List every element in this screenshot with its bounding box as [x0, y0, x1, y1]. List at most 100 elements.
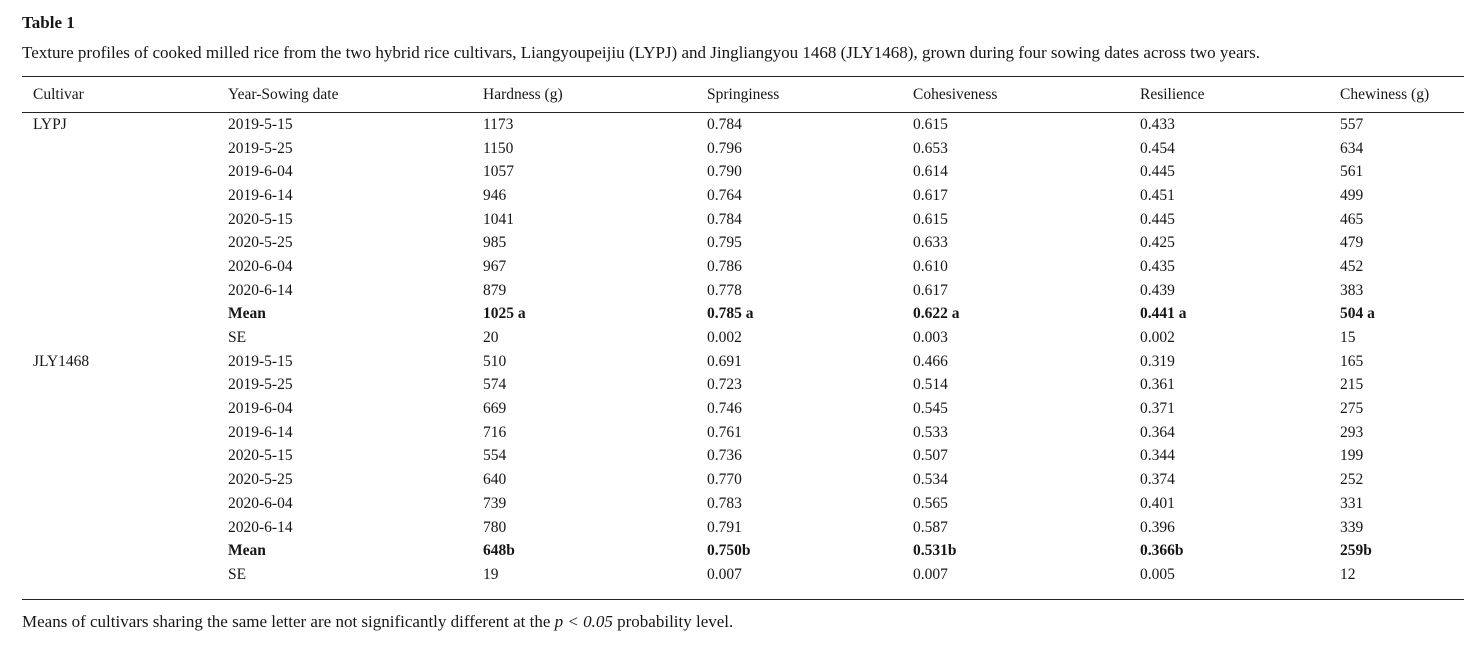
value-cell: 0.615	[913, 210, 948, 228]
value-cell: 0.531b	[913, 542, 957, 560]
sowing-date-cell: SE	[228, 565, 247, 583]
value-cell: 0.005	[1140, 565, 1175, 583]
value-cell: 0.746	[707, 400, 742, 418]
value-cell: 1025 a	[483, 305, 526, 323]
table-rule-frame: Cultivar Year-Sowing date Hardness (g) S…	[22, 76, 1464, 600]
value-cell: 0.007	[913, 565, 948, 583]
value-cell: 0.425	[1140, 234, 1175, 252]
value-cell: 1173	[483, 115, 514, 133]
table-row: 2020-5-25 640 0.770 0.534 0.374 252	[22, 468, 1464, 492]
col-header-hardness: Hardness (g)	[483, 77, 707, 113]
sowing-date-cell: 2020-5-25	[228, 234, 293, 252]
value-cell: 1041	[483, 210, 514, 228]
table-row: 2020-5-15 1041 0.784 0.615 0.445 465	[22, 208, 1464, 232]
sowing-date-cell: SE	[228, 329, 247, 347]
value-cell: 554	[483, 447, 507, 465]
sowing-date-cell: 2019-6-04	[228, 163, 293, 181]
value-cell: 383	[1340, 281, 1364, 299]
value-cell: 0.007	[707, 565, 742, 583]
value-cell: 0.764	[707, 186, 742, 204]
sowing-date-cell: 2020-5-15	[228, 210, 293, 228]
table-row: 2019-6-04 1057 0.790 0.614 0.445 561	[22, 160, 1464, 184]
cultivar-cell	[22, 326, 228, 350]
value-cell: 574	[483, 376, 507, 394]
value-cell: 0.454	[1140, 139, 1175, 157]
value-cell: 0.361	[1140, 376, 1175, 394]
value-cell: 557	[1340, 115, 1364, 133]
sowing-date-cell: 2020-6-14	[228, 518, 293, 536]
table-header-row: Cultivar Year-Sowing date Hardness (g) S…	[22, 77, 1464, 113]
col-header-resilience: Resilience	[1140, 77, 1340, 113]
value-cell: 780	[483, 518, 507, 536]
value-cell: 0.396	[1140, 518, 1175, 536]
value-cell: 0.514	[913, 376, 948, 394]
cultivar-cell	[22, 303, 228, 327]
table-row: 2020-5-15 554 0.736 0.507 0.344 199	[22, 445, 1464, 469]
sowing-date-cell: 2019-6-14	[228, 423, 293, 441]
table-footnote: Means of cultivars sharing the same lett…	[22, 610, 1464, 634]
value-cell: 331	[1340, 494, 1364, 512]
value-cell: 0.466	[913, 352, 948, 370]
value-cell: 0.778	[707, 281, 742, 299]
value-cell: 479	[1340, 234, 1364, 252]
value-cell: 0.439	[1140, 281, 1175, 299]
value-cell: 504 a	[1340, 305, 1375, 323]
value-cell: 0.364	[1140, 423, 1175, 441]
cultivar-cell	[22, 492, 228, 516]
value-cell: 0.451	[1140, 186, 1175, 204]
sowing-date-cell: 2020-6-14	[228, 281, 293, 299]
value-cell: 339	[1340, 518, 1364, 536]
value-cell: 0.371	[1140, 400, 1175, 418]
value-cell: 215	[1340, 376, 1364, 394]
table-row: SE 19 0.007 0.007 0.005 12	[22, 563, 1464, 587]
value-cell: 259b	[1340, 542, 1372, 560]
table-row: JLY1468 2019-5-15 510 0.691 0.466 0.319 165	[22, 350, 1464, 374]
value-cell: 12	[1340, 565, 1356, 583]
value-cell: 0.723	[707, 376, 742, 394]
cultivar-cell: JLY1468	[33, 352, 90, 370]
sowing-date-cell: 2019-5-25	[228, 376, 293, 394]
value-cell: 739	[483, 494, 507, 512]
value-cell: 0.790	[707, 163, 742, 181]
value-cell: 0.433	[1140, 115, 1175, 133]
value-cell: 293	[1340, 423, 1364, 441]
table-row: 2020-6-04 739 0.783 0.565 0.401 331	[22, 492, 1464, 516]
value-cell: 0.736	[707, 447, 742, 465]
value-cell: 0.366b	[1140, 542, 1184, 560]
value-cell: 452	[1340, 257, 1364, 275]
cultivar-cell	[22, 539, 228, 563]
value-cell: 275	[1340, 400, 1364, 418]
table-row: 2019-6-14 716 0.761 0.533 0.364 293	[22, 421, 1464, 445]
col-header-year-sowing-date: Year-Sowing date	[228, 77, 483, 113]
value-cell: 0.617	[913, 186, 948, 204]
col-header-chewiness: Chewiness (g)	[1340, 77, 1464, 113]
cultivar-cell	[22, 279, 228, 303]
value-cell: 0.533	[913, 423, 948, 441]
value-cell: 0.615	[913, 115, 948, 133]
cultivar-cell	[22, 208, 228, 232]
cultivar-cell	[22, 421, 228, 445]
table-row: 2020-5-25 985 0.795 0.633 0.425 479	[22, 231, 1464, 255]
cultivar-cell	[22, 184, 228, 208]
table-row: 2019-6-14 946 0.764 0.617 0.451 499	[22, 184, 1464, 208]
value-cell: 0.445	[1140, 163, 1175, 181]
texture-profile-table: Cultivar Year-Sowing date Hardness (g) S…	[22, 77, 1464, 587]
value-cell: 1057	[483, 163, 514, 181]
table-row: Mean 648b 0.750b 0.531b 0.366b 259b	[22, 539, 1464, 563]
value-cell: 0.750b	[707, 542, 751, 560]
value-cell: 985	[483, 234, 507, 252]
value-cell: 0.622 a	[913, 305, 960, 323]
table-row: Mean 1025 a 0.785 a 0.622 a 0.441 a 504 a	[22, 303, 1464, 327]
cultivar-cell	[22, 137, 228, 161]
cultivar-cell	[22, 374, 228, 398]
value-cell: 0.002	[707, 329, 742, 347]
cultivar-cell	[22, 231, 228, 255]
sowing-date-cell: 2019-6-04	[228, 400, 293, 418]
value-cell: 640	[483, 471, 507, 489]
value-cell: 0.003	[913, 329, 948, 347]
table-row: 2019-5-25 574 0.723 0.514 0.361 215	[22, 374, 1464, 398]
value-cell: 0.545	[913, 400, 948, 418]
value-cell: 0.761	[707, 423, 742, 441]
table-row: 2019-6-04 669 0.746 0.545 0.371 275	[22, 397, 1464, 421]
